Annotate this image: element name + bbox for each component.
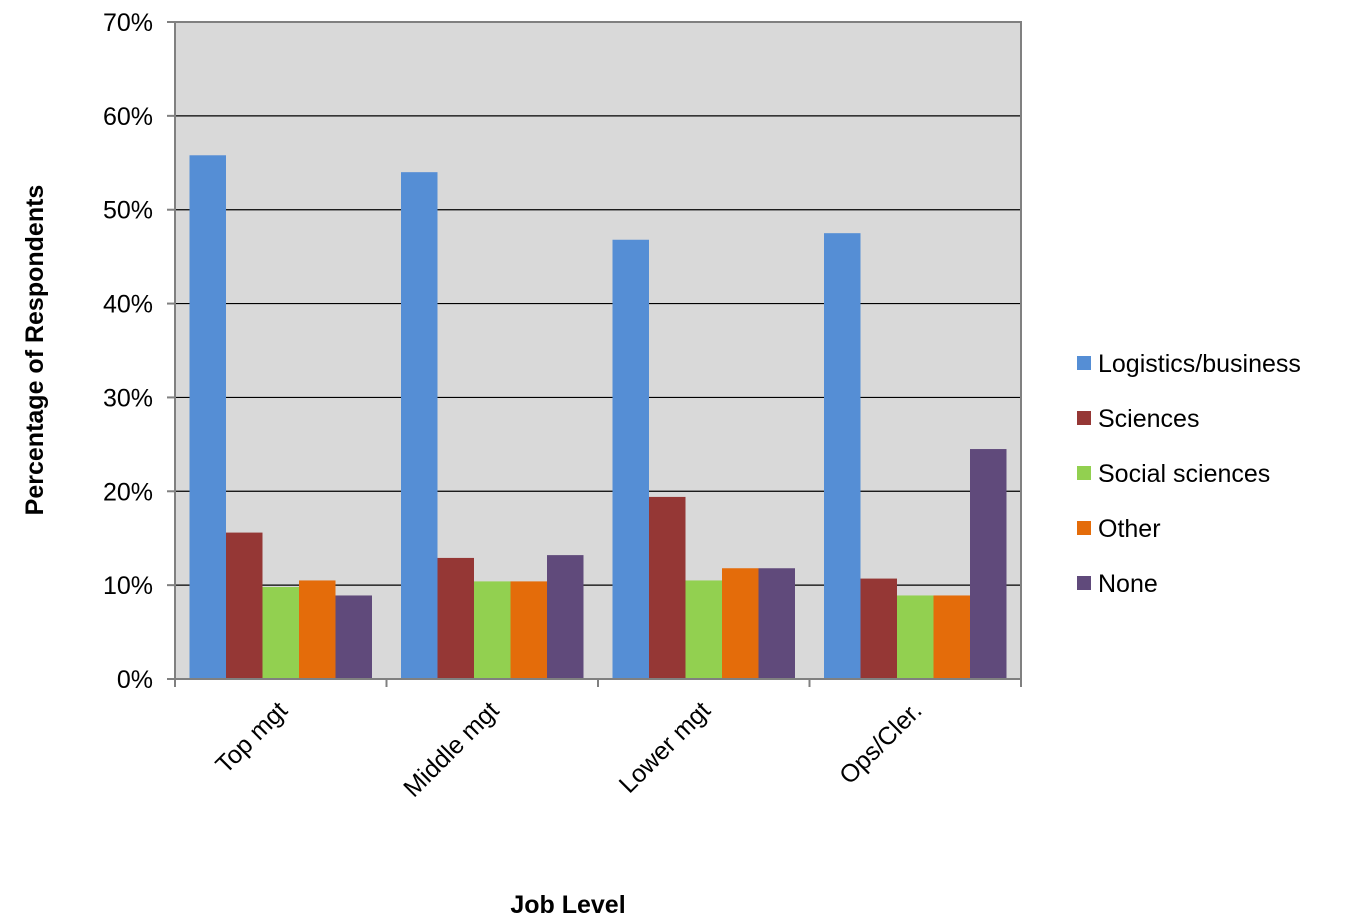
bar: [299, 580, 336, 679]
bar: [189, 155, 226, 679]
legend-swatch: [1077, 521, 1091, 535]
bar: [335, 595, 372, 679]
bar: [722, 568, 759, 679]
bar: [401, 172, 438, 679]
y-tick-label: 70%: [103, 9, 153, 37]
x-tick-label: Middle mgt: [398, 696, 504, 802]
y-tick-label: 60%: [103, 103, 153, 131]
x-axis-title: Job Level: [510, 891, 625, 919]
bar: [970, 449, 1007, 679]
bar: [649, 496, 686, 679]
bar: [262, 587, 299, 679]
bar: [547, 555, 584, 679]
legend: Logistics/business Sciences Social science…: [1077, 350, 1301, 598]
x-tick-label: Top mgt: [210, 696, 293, 779]
bar: [758, 568, 795, 679]
y-tick-label: 30%: [103, 384, 153, 412]
y-tick-label: 0%: [117, 666, 153, 694]
bar: [933, 595, 970, 679]
bar: [510, 581, 547, 679]
legend-swatch: [1077, 466, 1091, 480]
x-axis-ticks: Top mgt Middle mgt Lower mgt Ops/Cler.: [174, 679, 1022, 803]
bar: [897, 595, 934, 679]
legend-label: None: [1098, 570, 1158, 598]
y-tick-label: 10%: [103, 572, 153, 600]
legend-swatch: [1077, 576, 1091, 590]
bar: [860, 578, 897, 679]
legend-swatch: [1077, 411, 1091, 425]
legend-label: Other: [1098, 515, 1161, 543]
legend-label: Social sciences: [1098, 460, 1270, 488]
legend-label: Sciences: [1098, 405, 1199, 433]
bar: [612, 239, 649, 679]
x-tick-label: Ops/Cler.: [834, 696, 927, 789]
plot-area: [175, 22, 1021, 679]
bar: [437, 557, 474, 679]
y-tick-label: 50%: [103, 197, 153, 225]
legend-swatch: [1077, 356, 1091, 370]
y-axis-ticks: 0% 10% 20% 30% 40% 50% 60% 70%: [103, 9, 175, 694]
bar: [474, 581, 511, 679]
bar: [226, 532, 263, 679]
y-axis-title: Percentage of Respondents: [21, 185, 49, 516]
bar: [824, 233, 861, 679]
y-tick-label: 40%: [103, 291, 153, 319]
bar: [685, 580, 722, 679]
legend-label: Logistics/business: [1098, 350, 1301, 378]
y-tick-label: 20%: [103, 478, 153, 506]
x-tick-label: Lower mgt: [614, 696, 716, 798]
bars: [189, 155, 1007, 679]
